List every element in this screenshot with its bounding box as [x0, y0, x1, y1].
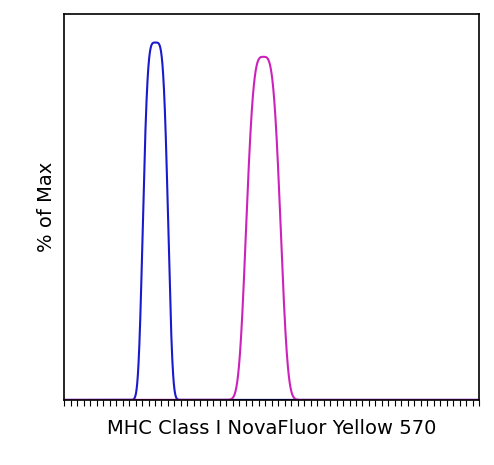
- X-axis label: MHC Class I NovaFluor Yellow 570: MHC Class I NovaFluor Yellow 570: [107, 419, 436, 438]
- Y-axis label: % of Max: % of Max: [37, 162, 56, 252]
